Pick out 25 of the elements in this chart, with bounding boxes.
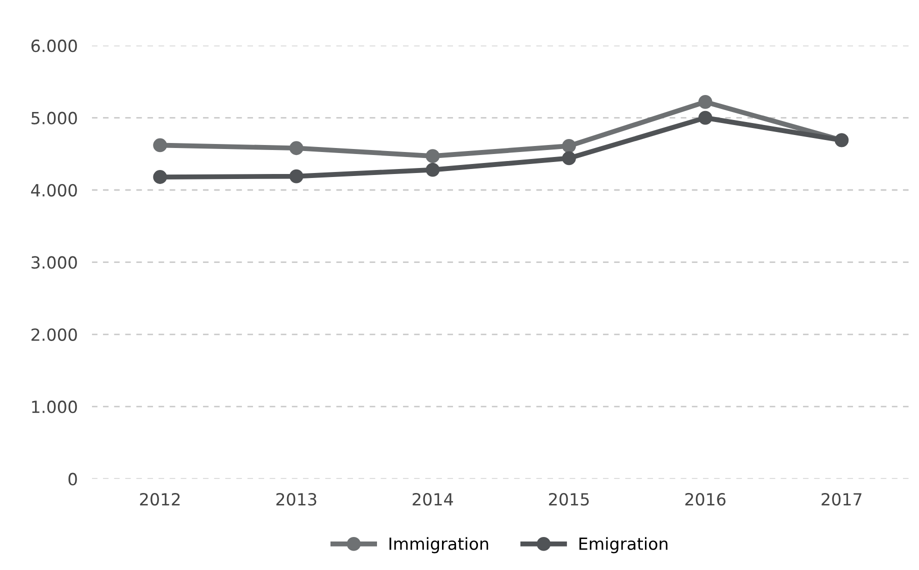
legend-label: Immigration [390, 537, 488, 554]
y-tick-label: 2.000 [32, 328, 77, 341]
y-tick-label: 5.000 [32, 112, 77, 124]
x-tick-label: 2014 [412, 492, 453, 506]
point [562, 139, 576, 153]
point [426, 162, 440, 177]
x-tick-label: 2013 [276, 492, 316, 506]
point [698, 94, 712, 109]
point [153, 170, 168, 184]
x-tick-label: 2017 [822, 492, 862, 506]
point [289, 141, 304, 156]
x-tick-label: 2016 [685, 492, 726, 506]
x-tick-label: 2015 [549, 492, 589, 506]
y-tick-label: 6.000 [31, 40, 77, 52]
point [698, 110, 712, 125]
x-tick-label: 2012 [140, 492, 180, 506]
y-tick-label: 3.000 [32, 256, 77, 269]
legend-label: Emigration [579, 537, 668, 554]
point [153, 138, 168, 152]
y-tick-label: 0 [68, 472, 77, 486]
point [562, 151, 576, 166]
y-tick-label: 1.000 [32, 400, 77, 414]
point [289, 169, 304, 184]
y-tick-label: 4.000 [31, 184, 77, 197]
point [426, 149, 440, 164]
